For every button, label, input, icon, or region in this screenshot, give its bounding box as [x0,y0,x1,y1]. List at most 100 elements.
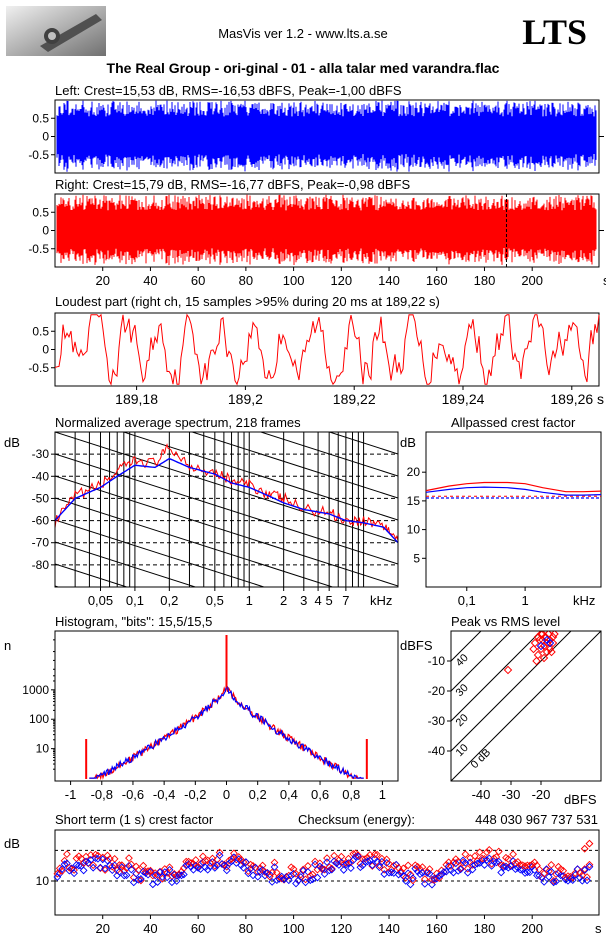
crest-point [287,863,296,872]
crest-point [320,865,329,874]
right-channel-title: Right: Crest=15,79 dB, RMS=-16,77 dBFS, … [55,177,410,192]
allpass-title: Allpassed crest factor [451,415,576,430]
histogram-xtick-label: 0,2 [249,787,267,802]
peak-rms-point [536,631,546,639]
left-ytick-label: -0.5 [28,148,49,162]
crest-point [241,858,250,866]
crest-xtick-label: 180 [474,921,496,936]
allpass-ytick-label: 20 [407,465,421,479]
spectrum-slope-line [55,497,335,587]
crest-point [339,866,348,874]
crest-point [103,851,112,860]
crest-xtick-label: 120 [330,921,352,936]
right-xtick-label: 140 [378,273,400,288]
crest-point [346,858,355,867]
crest-point [258,866,267,874]
crest-point [545,872,553,881]
crest-point [482,856,491,864]
crest-point [370,850,379,859]
crest-point [244,867,253,876]
crest-point [327,864,336,873]
crest-point [323,858,331,866]
crest-point [556,865,565,874]
crest-point [327,865,336,874]
crest-point [101,866,109,874]
crest-ylabel: dB [4,836,20,851]
crest-point [346,864,355,873]
spectrum-trace [55,443,398,541]
crest-point [268,868,277,877]
peak-rms-point [547,647,556,657]
crest-point [411,864,420,873]
crest-point [473,857,482,865]
crest-point [115,861,124,869]
crest-point [129,878,138,887]
crest-xtick-label: 160 [426,921,448,936]
spectrum-title: Normalized average spectrum, 218 frames [55,415,301,430]
allpass-ytick-label: 5 [413,551,420,565]
crest-point [117,861,126,870]
crest-point [234,853,243,861]
crest-point [537,873,546,881]
file-title: The Real Group - ori-ginal - 01 - alla t… [107,60,500,76]
peak-rms-point [542,647,552,657]
peak-rms-crest-line [451,631,601,781]
crest-point [270,863,279,871]
crest-point [413,862,422,871]
right-xunit: s [603,273,606,288]
spectrum-xtick-label: 2 [280,593,287,608]
right-xtick-label: 20 [95,273,109,288]
peak-rms-crest-label: 40 [454,652,471,669]
crest-point [459,856,467,865]
peak-rms-point [538,631,547,639]
crest-point [480,861,489,869]
crest-point [165,865,174,874]
histogram-xtick-label: 1 [379,787,386,802]
crest-point [461,850,470,859]
crest-point [463,868,472,877]
left-channel-title: Left: Crest=15,53 dB, RMS=-16,53 dBFS, P… [55,83,402,98]
crest-point [578,876,587,885]
crest-point [63,850,71,859]
peak-rms-point [539,653,549,663]
crest-point [237,861,245,870]
crest-point [509,850,517,859]
crest-point [509,857,517,865]
peak-rms-xtick-label: -40 [472,787,491,802]
spectrum-ytick-label: -70 [32,536,50,550]
crest-point [253,872,262,881]
crest-point [547,861,556,869]
crest-point [110,855,119,863]
peak-rms-point [550,631,559,639]
crest-point [196,860,205,868]
loudest-ytick-label: 0.5 [32,324,49,338]
right-xtick-label: 160 [426,273,448,288]
crest-point [585,862,594,871]
crest-point [475,848,484,857]
crest-point [366,850,374,859]
peak-rms-point [533,650,543,660]
spectrum-ytick-label: -40 [32,469,50,483]
crest-xtick-label: 200 [521,921,543,936]
crest-xtick-label: 100 [283,921,305,936]
crest-point [222,866,231,875]
crest-title: Short term (1 s) crest factor [55,812,214,827]
histogram-ytick-label: 10 [36,742,50,756]
crest-point [179,864,188,873]
crest-point [58,867,67,875]
crest-point [320,870,329,878]
crest-point [497,868,506,877]
loudest-part-title: Loudest part (right ch, 15 samples >95% … [55,294,440,309]
allpass-xtick-label: 0,1 [458,593,476,608]
right-ytick-label: 0.5 [32,205,49,219]
spectrum-ytick-label: -80 [32,558,50,572]
header: MasVis ver 1.2 - www.lts.a.se LTS The Re… [6,6,587,76]
histogram-xtick-label: 0,8 [342,787,360,802]
checksum-label: Checksum (energy): [298,812,415,827]
crest-point [265,870,274,879]
crest-point [401,877,410,885]
loudest-xtick-label: 189,22 [333,391,376,407]
right-waveform-trace [56,194,597,266]
histogram-xtick-label: -0,6 [122,787,144,802]
left-waveform-trace [56,100,597,172]
